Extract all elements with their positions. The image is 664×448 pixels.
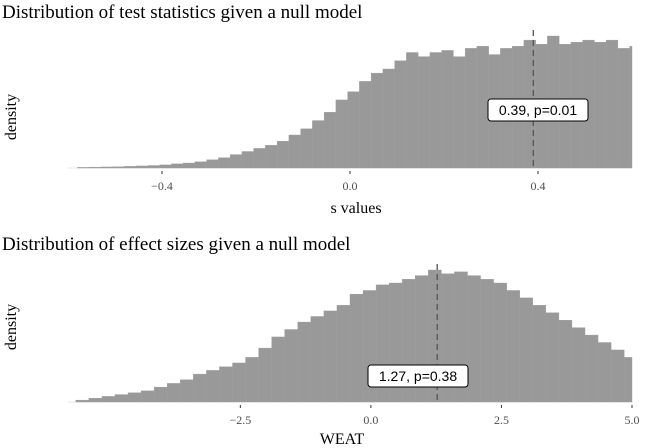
- histogram-bar: [623, 357, 633, 403]
- panel-test-statistics: Distribution of test statistics given a …: [2, 2, 633, 217]
- histogram-bar: [218, 157, 231, 169]
- histogram-bar: [88, 166, 102, 169]
- histogram-bar: [532, 305, 547, 403]
- histogram-bar: [429, 52, 442, 169]
- bars-series: [68, 269, 633, 403]
- x-tick-label: 2.5: [494, 413, 509, 427]
- histogram-bar: [347, 91, 360, 169]
- histogram-bar: [441, 50, 454, 169]
- x-axis-ticks: −0.4 0.0 0.4: [151, 171, 546, 193]
- x-tick-label: 0.0: [343, 179, 358, 193]
- histogram-bar: [194, 161, 207, 169]
- histogram-bar: [349, 293, 364, 403]
- histogram-bar: [153, 386, 168, 403]
- histogram-bar: [276, 140, 290, 169]
- histogram-bar: [467, 275, 481, 403]
- annotation-label: 1.27, p=0.38: [379, 368, 457, 384]
- histogram-bar: [265, 145, 278, 169]
- histogram-bar: [124, 166, 137, 169]
- histogram-bar: [323, 310, 338, 403]
- histogram-bar: [336, 305, 351, 403]
- histogram-bar: [594, 41, 607, 169]
- histogram-bar: [359, 81, 372, 169]
- histogram-bar: [406, 52, 419, 169]
- histogram-bar: [310, 316, 325, 403]
- histogram-bar: [88, 398, 103, 403]
- x-tick-label: 0.4: [531, 179, 546, 193]
- histogram-bar: [241, 151, 254, 169]
- histogram-bar: [100, 166, 113, 169]
- histogram-bar: [258, 347, 272, 403]
- histogram-bar: [370, 72, 384, 169]
- x-tick-label: 0.0: [363, 413, 378, 427]
- annotation-box: 1.27, p=0.38: [367, 364, 469, 388]
- histogram-bar: [112, 166, 125, 169]
- y-axis-label: density: [3, 304, 20, 350]
- histogram-bar: [182, 162, 196, 169]
- y-axis-label: density: [3, 94, 20, 140]
- x-tick-label: −2.5: [229, 413, 251, 427]
- chart-title: Distribution of test statistics given a …: [2, 2, 362, 23]
- histogram-bar: [493, 282, 507, 403]
- histogram-bar: [506, 290, 520, 403]
- histogram-bar: [382, 68, 395, 169]
- panel-effect-sizes: Distribution of effect sizes given a nul…: [2, 234, 640, 448]
- histogram-bar: [206, 370, 220, 403]
- histogram-bar: [323, 112, 337, 169]
- histogram-bar: [180, 379, 194, 403]
- annotation-rect: [487, 98, 589, 122]
- histogram-bar: [605, 39, 619, 169]
- histogram-bar: [610, 349, 625, 403]
- histogram-bar: [127, 392, 142, 403]
- histogram-bar: [629, 46, 633, 169]
- histogram-bar: [271, 336, 285, 403]
- histogram-bar: [229, 154, 243, 169]
- histogram-bar: [75, 399, 90, 403]
- x-axis-label: s values: [330, 200, 381, 217]
- chart-title: Distribution of effect sizes given a nul…: [2, 234, 350, 255]
- histogram-bar: [480, 279, 494, 403]
- histogram-bar: [284, 329, 298, 403]
- histogram-bar: [617, 48, 630, 169]
- histogram-bar: [193, 373, 207, 403]
- histogram-bar: [597, 342, 612, 403]
- histogram-bar: [147, 165, 160, 169]
- histogram-bar: [232, 362, 246, 403]
- x-axis-ticks: −2.5 0.0 2.5 5.0: [229, 405, 640, 427]
- histogram-bar: [519, 297, 533, 403]
- annotation-label: 0.39, p=0.01: [499, 102, 577, 118]
- histogram-bar: [167, 383, 181, 403]
- histogram-bar: [77, 167, 90, 169]
- histogram-bar: [114, 394, 129, 403]
- histogram-bar: [335, 99, 348, 169]
- histogram-bar: [571, 327, 586, 403]
- histogram-bar: [245, 357, 259, 403]
- histogram-bar: [171, 163, 184, 169]
- annotation-box: 0.39, p=0.01: [487, 98, 589, 122]
- histogram-bar: [206, 159, 219, 169]
- histogram-bar: [135, 165, 149, 169]
- histogram-bar: [476, 46, 489, 169]
- histogram-bar: [312, 120, 325, 169]
- histogram-bar: [584, 334, 599, 403]
- histogram-bar: [297, 321, 312, 403]
- histogram-bar: [288, 134, 301, 169]
- histogram-bar: [140, 390, 155, 403]
- histogram-bar: [159, 164, 172, 169]
- histogram-bar: [219, 366, 233, 403]
- histogram-bar: [417, 56, 431, 169]
- histogram-bar: [253, 148, 266, 169]
- x-axis-label: WEAT: [320, 431, 365, 448]
- histogram-bar: [558, 319, 573, 403]
- histogram-bar: [101, 396, 116, 403]
- histogram-bar: [453, 56, 466, 169]
- x-tick-label: 5.0: [625, 413, 640, 427]
- histogram-bar: [394, 60, 407, 169]
- histogram-bar: [464, 48, 478, 169]
- histogram-bar: [545, 312, 560, 403]
- annotation-rect: [367, 364, 469, 388]
- histogram-bar: [300, 128, 313, 169]
- x-tick-label: −0.4: [151, 179, 173, 193]
